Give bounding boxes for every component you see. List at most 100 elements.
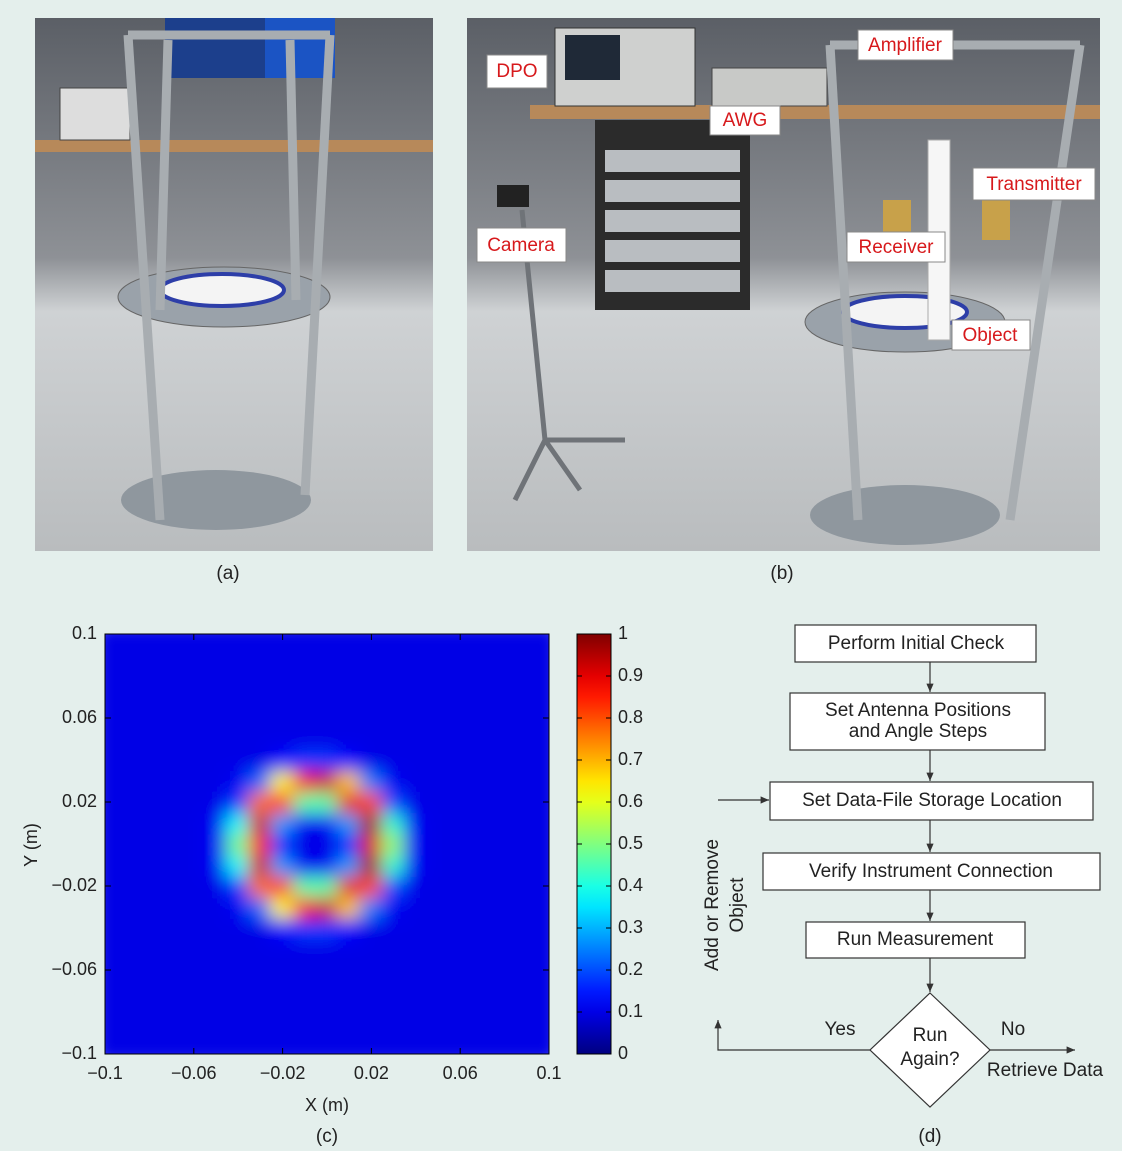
heat-cell: [293, 707, 317, 730]
heat-cell: [248, 875, 272, 898]
heat-cell: [404, 749, 428, 772]
heat-cell: [515, 686, 539, 709]
heat-cell: [404, 833, 428, 856]
heat-cell: [160, 938, 184, 961]
heat-cell: [160, 854, 184, 877]
heat-cell: [493, 959, 517, 982]
heat-cell: [448, 833, 472, 856]
heat-cell: [515, 938, 539, 961]
heat-cell: [204, 917, 228, 940]
heat-cell: [204, 1022, 228, 1045]
heat-cell: [226, 938, 250, 961]
heat-cell: [160, 770, 184, 793]
heat-cell: [448, 749, 472, 772]
heat-cell: [359, 728, 383, 751]
heat-cell: [115, 749, 139, 772]
heat-cell: [493, 1022, 517, 1045]
heat-cell: [359, 875, 383, 898]
heat-cell: [493, 644, 517, 667]
heat-cell: [359, 938, 383, 961]
heat-cell: [359, 959, 383, 982]
heat-cell: [337, 812, 361, 835]
heat-cell: [337, 665, 361, 688]
heat-cell: [426, 644, 450, 667]
x-tick-label: −0.1: [87, 1063, 123, 1083]
heat-cell: [337, 938, 361, 961]
heat-cell: [315, 812, 339, 835]
heat-cell: [382, 770, 406, 793]
heat-cell: [137, 833, 161, 856]
heat-cell: [315, 980, 339, 1003]
heat-cell: [182, 644, 206, 667]
photo-label: Camera: [487, 235, 555, 256]
colorbar-tick-label: 0.9: [618, 665, 643, 685]
heat-cell: [248, 938, 272, 961]
colorbar-tick-label: 0.2: [618, 959, 643, 979]
heat-cell: [182, 749, 206, 772]
heat-cell: [470, 812, 494, 835]
heat-cell: [293, 875, 317, 898]
heat-cell: [404, 1001, 428, 1024]
heat-cell: [248, 917, 272, 940]
heat-cell: [448, 980, 472, 1003]
heat-cell: [115, 980, 139, 1003]
heat-cell: [470, 707, 494, 730]
heat-cell: [470, 854, 494, 877]
y-tick-label: 0.1: [72, 623, 97, 643]
heat-cell: [226, 1001, 250, 1024]
heat-cell: [448, 686, 472, 709]
heat-cell: [337, 875, 361, 898]
heat-cell: [137, 728, 161, 751]
heat-cell: [493, 707, 517, 730]
heat-cell: [115, 812, 139, 835]
heat-cell: [226, 875, 250, 898]
heat-cell: [271, 644, 295, 667]
heat-cell: [515, 854, 539, 877]
heat-cell: [448, 707, 472, 730]
heat-cell: [248, 791, 272, 814]
colorbar-tick-label: 0.1: [618, 1001, 643, 1021]
heat-cell: [448, 665, 472, 688]
heat-cell: [293, 728, 317, 751]
heat-cell: [271, 980, 295, 1003]
heat-cell: [337, 896, 361, 919]
heat-cell: [315, 686, 339, 709]
heat-cell: [182, 875, 206, 898]
heat-cell: [226, 749, 250, 772]
heat-cell: [293, 938, 317, 961]
heat-cell: [293, 854, 317, 877]
heat-cell: [226, 791, 250, 814]
edge-label: No: [1001, 1019, 1025, 1040]
heat-cell: [182, 854, 206, 877]
heat-cell: [448, 854, 472, 877]
y-axis-label: Y (m): [21, 823, 41, 867]
heat-cell: [426, 791, 450, 814]
heat-cell: [115, 1022, 139, 1045]
colorbar-tick-label: 0.3: [618, 917, 643, 937]
heat-cell: [248, 812, 272, 835]
heat-cell: [115, 707, 139, 730]
heat-cell: [404, 812, 428, 835]
heat-cell: [137, 1022, 161, 1045]
heat-cell: [470, 1001, 494, 1024]
heat-cell: [337, 1022, 361, 1045]
heat-cell: [160, 959, 184, 982]
heat-cell: [137, 959, 161, 982]
heat-cell: [359, 980, 383, 1003]
heat-cell: [204, 749, 228, 772]
y-tick-label: −0.06: [51, 959, 97, 979]
heat-cell: [470, 665, 494, 688]
heat-cell: [426, 707, 450, 730]
heat-cell: [404, 770, 428, 793]
heat-cell: [315, 917, 339, 940]
heat-cell: [315, 707, 339, 730]
heat-cell: [382, 938, 406, 961]
photo-label: Object: [963, 325, 1019, 346]
heat-cell: [293, 770, 317, 793]
heat-cell: [337, 749, 361, 772]
colorbar-tick-label: 0.4: [618, 875, 643, 895]
heat-cell: [248, 707, 272, 730]
photo-label: Receiver: [859, 237, 935, 258]
heat-cell: [182, 980, 206, 1003]
heat-cell: [315, 749, 339, 772]
